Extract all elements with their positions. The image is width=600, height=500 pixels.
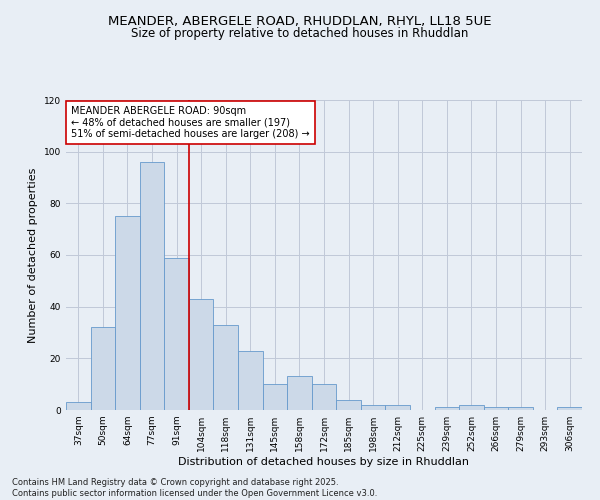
X-axis label: Distribution of detached houses by size in Rhuddlan: Distribution of detached houses by size … [179, 457, 470, 467]
Bar [336, 400, 361, 410]
Bar [361, 405, 385, 410]
Bar [140, 162, 164, 410]
Bar [164, 258, 189, 410]
Y-axis label: Number of detached properties: Number of detached properties [28, 168, 38, 342]
Bar [66, 402, 91, 410]
Bar [434, 408, 459, 410]
Text: Size of property relative to detached houses in Rhuddlan: Size of property relative to detached ho… [131, 28, 469, 40]
Bar [115, 216, 140, 410]
Text: Contains HM Land Registry data © Crown copyright and database right 2025.
Contai: Contains HM Land Registry data © Crown c… [12, 478, 377, 498]
Bar [557, 408, 582, 410]
Bar [312, 384, 336, 410]
Bar [385, 405, 410, 410]
Text: MEANDER ABERGELE ROAD: 90sqm
← 48% of detached houses are smaller (197)
51% of s: MEANDER ABERGELE ROAD: 90sqm ← 48% of de… [71, 106, 310, 140]
Bar [287, 376, 312, 410]
Text: MEANDER, ABERGELE ROAD, RHUDDLAN, RHYL, LL18 5UE: MEANDER, ABERGELE ROAD, RHUDDLAN, RHYL, … [108, 15, 492, 28]
Bar [189, 299, 214, 410]
Bar [484, 408, 508, 410]
Bar [508, 408, 533, 410]
Bar [459, 405, 484, 410]
Bar [238, 350, 263, 410]
Bar [214, 325, 238, 410]
Bar [263, 384, 287, 410]
Bar [91, 328, 115, 410]
